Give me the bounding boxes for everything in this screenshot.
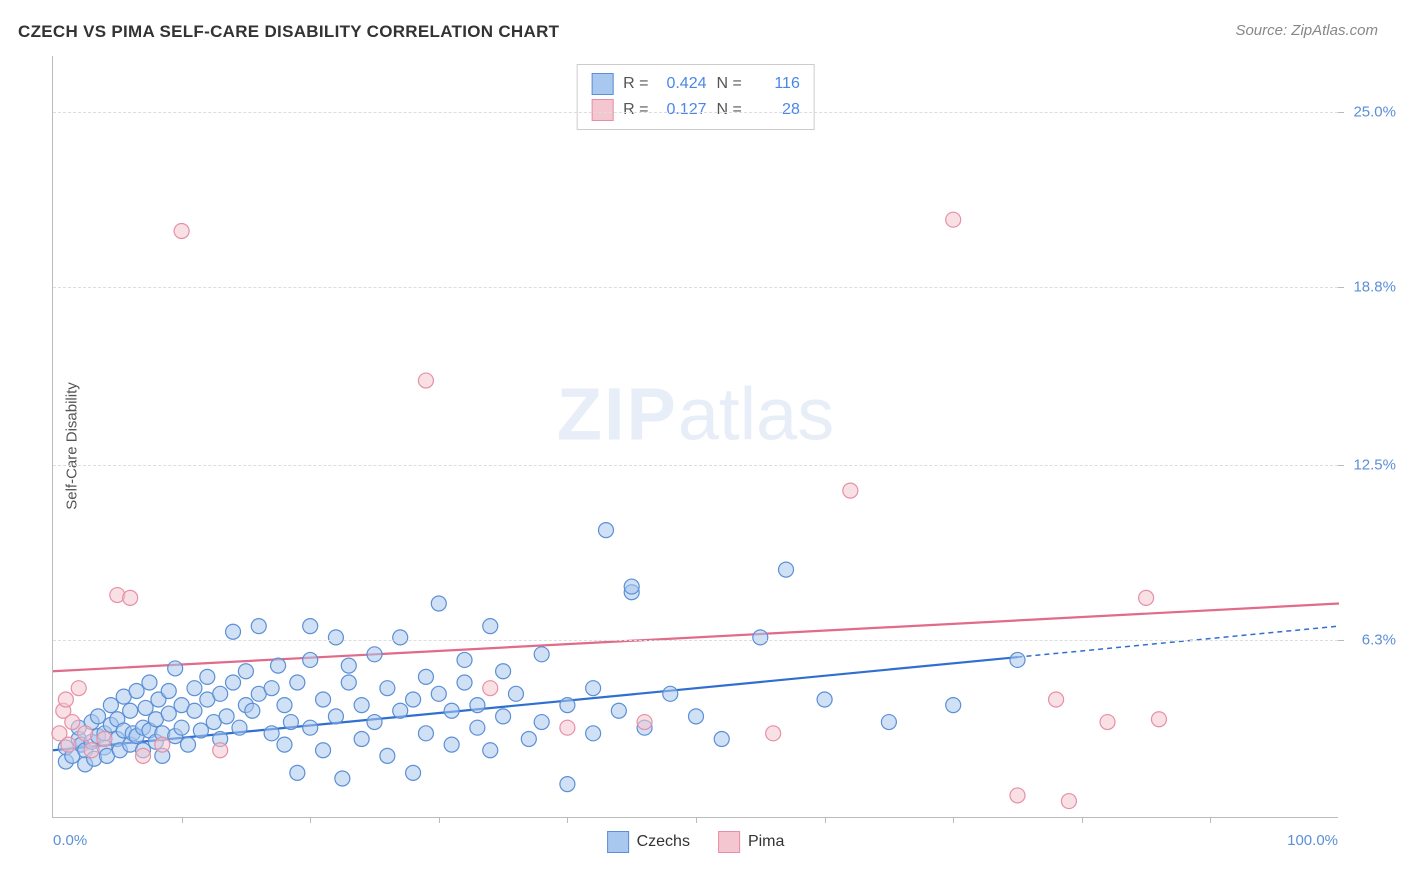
- x-tick: [439, 817, 440, 823]
- swatch-czechs-icon: [607, 831, 629, 853]
- x-tick: [696, 817, 697, 823]
- gridline: [53, 287, 1338, 288]
- source-label: Source: ZipAtlas.com: [1235, 22, 1378, 39]
- plot-area: ZIPatlas R = 0.424 N = 116 R = 0.127 N =…: [52, 56, 1338, 818]
- gridline: [53, 465, 1338, 466]
- x-min-label: 0.0%: [53, 832, 87, 849]
- y-tick-label: 25.0%: [1353, 104, 1396, 121]
- x-tick: [567, 817, 568, 823]
- gridline: [53, 112, 1338, 113]
- swatch-pima-icon: [718, 831, 740, 853]
- x-tick: [1082, 817, 1083, 823]
- correlation-legend: R = 0.424 N = 116 R = 0.127 N = 28: [576, 64, 815, 130]
- y-tick-label: 12.5%: [1353, 457, 1396, 474]
- chart-container: CZECH VS PIMA SELF-CARE DISABILITY CORRE…: [0, 0, 1406, 892]
- y-tick-label: 6.3%: [1362, 632, 1396, 649]
- y-tick-label: 18.8%: [1353, 279, 1396, 296]
- x-tick: [1210, 817, 1211, 823]
- chart-title: CZECH VS PIMA SELF-CARE DISABILITY CORRE…: [18, 22, 559, 42]
- x-max-label: 100.0%: [1287, 832, 1338, 849]
- legend-item-czechs: Czechs: [607, 831, 690, 853]
- swatch-czechs: [591, 73, 613, 95]
- x-tick: [825, 817, 826, 823]
- x-tick: [310, 817, 311, 823]
- series-legend: Czechs Pima: [607, 831, 785, 853]
- legend-item-pima: Pima: [718, 831, 784, 853]
- x-tick: [182, 817, 183, 823]
- legend-row-pima: R = 0.127 N = 28: [591, 97, 800, 123]
- legend-row-czechs: R = 0.424 N = 116: [591, 71, 800, 97]
- scatter-svg: [53, 56, 1338, 817]
- x-tick: [953, 817, 954, 823]
- swatch-pima: [591, 99, 613, 121]
- gridline: [53, 640, 1338, 641]
